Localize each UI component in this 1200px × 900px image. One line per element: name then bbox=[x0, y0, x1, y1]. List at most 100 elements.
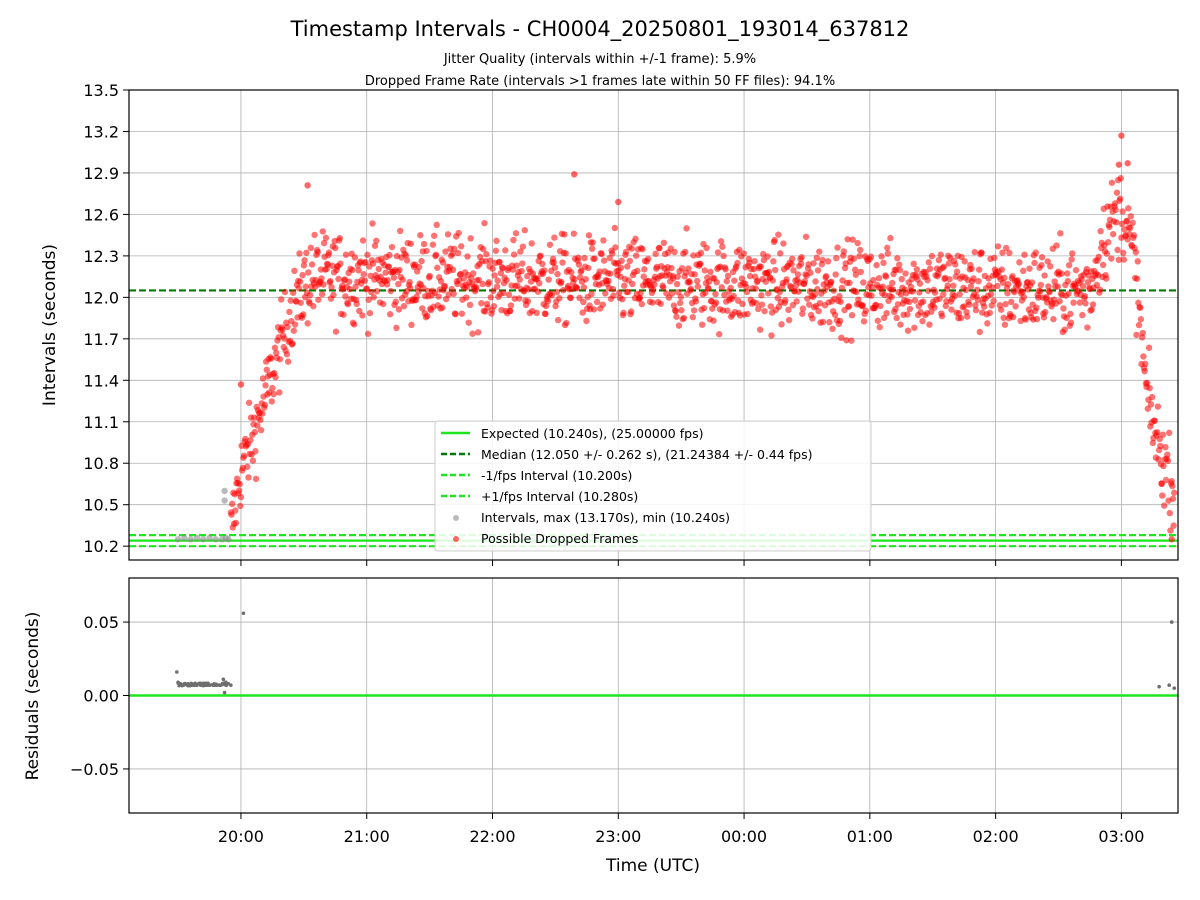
dropped-frame-point bbox=[279, 326, 286, 333]
dropped-frame-point bbox=[507, 302, 515, 309]
dropped-frame-point bbox=[305, 269, 312, 276]
dropped-frame-point bbox=[998, 266, 1005, 273]
dropped-frame-point bbox=[1165, 429, 1173, 437]
dropped-frame-point bbox=[638, 300, 646, 308]
dropped-frame-point bbox=[814, 267, 822, 274]
dropped-frame-point bbox=[828, 278, 835, 286]
dropped-frame-point bbox=[1038, 254, 1046, 261]
dropped-frame-point bbox=[1065, 290, 1072, 297]
dropped-frame-point bbox=[893, 314, 900, 322]
dropped-frame-point bbox=[678, 265, 686, 272]
dropped-frame-point bbox=[580, 284, 588, 291]
dropped-frame-point bbox=[420, 240, 428, 248]
dropped-frame-point bbox=[629, 280, 636, 288]
dropped-frame-point bbox=[677, 299, 684, 307]
dropped-frame-point bbox=[563, 319, 570, 327]
dropped-frame-point bbox=[618, 257, 625, 265]
interval-point bbox=[174, 536, 182, 543]
dropped-frame-point bbox=[637, 289, 644, 297]
dropped-frame-point bbox=[320, 239, 328, 247]
dropped-frame-point bbox=[1137, 316, 1145, 323]
dropped-frame-point bbox=[824, 258, 832, 265]
dropped-frame-point bbox=[395, 306, 403, 313]
dropped-frame-point bbox=[1009, 313, 1017, 321]
dropped-frame-point bbox=[884, 250, 892, 257]
dropped-frame-point bbox=[694, 283, 702, 290]
dropped-frame-point bbox=[694, 277, 701, 285]
dropped-frame-point bbox=[407, 240, 415, 247]
dropped-frame-point bbox=[550, 259, 557, 266]
dropped-frame-point bbox=[567, 294, 574, 302]
dropped-frame-point bbox=[1167, 527, 1174, 534]
dropped-frame-point bbox=[568, 269, 575, 276]
dropped-frame-point bbox=[739, 300, 746, 308]
dropped-frame-point bbox=[342, 293, 349, 300]
dropped-frame-point bbox=[570, 230, 578, 237]
dropped-frame-point bbox=[898, 275, 905, 283]
dropped-frame-point bbox=[340, 311, 347, 318]
dropped-frame-point bbox=[754, 277, 761, 284]
dropped-frame-point bbox=[439, 259, 447, 266]
dropped-frame-point bbox=[1154, 429, 1161, 436]
dropped-frame-point bbox=[1037, 281, 1045, 289]
dropped-frame-point bbox=[335, 275, 342, 283]
dropped-frame-point bbox=[857, 268, 865, 276]
dropped-frame-point bbox=[880, 259, 887, 267]
dropped-frame-point bbox=[1132, 249, 1140, 256]
interval-point bbox=[193, 534, 201, 542]
dropped-frame-point bbox=[329, 262, 336, 269]
dropped-frame-point bbox=[296, 250, 303, 257]
dropped-frame-point bbox=[580, 298, 587, 306]
dropped-frame-point bbox=[262, 382, 269, 389]
dropped-frame-point bbox=[1103, 250, 1111, 257]
interval-point bbox=[212, 536, 219, 543]
dropped-frame-point bbox=[892, 305, 899, 313]
dropped-frame-point bbox=[598, 250, 605, 258]
dropped-frame-point bbox=[634, 267, 641, 275]
dropped-frame-point bbox=[999, 249, 1006, 256]
dropped-frame-point bbox=[1053, 242, 1060, 249]
dropped-frame-point bbox=[687, 285, 695, 293]
legend-swatch-dropped bbox=[453, 536, 459, 542]
dropped-frame-point bbox=[944, 282, 951, 289]
dropped-frame-point bbox=[734, 297, 742, 304]
dropped-frame-point bbox=[609, 250, 616, 257]
dropped-frame-point bbox=[1068, 256, 1075, 263]
dropped-frame-point bbox=[232, 519, 240, 527]
dropped-frame-point bbox=[615, 198, 622, 206]
dropped-frame-point bbox=[807, 269, 814, 276]
intervals-frame bbox=[128, 89, 1179, 561]
dropped-frame-point bbox=[984, 320, 991, 327]
dropped-frame-point bbox=[697, 260, 704, 268]
dropped-frame-point bbox=[1093, 281, 1101, 289]
dropped-frame-point bbox=[785, 316, 793, 324]
dropped-frame-point bbox=[1019, 288, 1026, 295]
dropped-frame-point bbox=[788, 260, 795, 268]
dropped-frame-point bbox=[953, 268, 961, 275]
dropped-frame-point bbox=[925, 259, 932, 266]
dropped-frame-point bbox=[467, 235, 474, 242]
dropped-frame-point bbox=[620, 309, 627, 317]
dropped-frame-point bbox=[245, 474, 252, 481]
dropped-frame-point bbox=[337, 260, 344, 267]
dropped-frame-point bbox=[458, 243, 465, 250]
dropped-frame-point bbox=[896, 261, 903, 268]
dropped-frame-point bbox=[1079, 311, 1086, 319]
dropped-frame-point bbox=[417, 232, 424, 239]
dropped-frame-point bbox=[660, 284, 667, 291]
dropped-frame-point bbox=[237, 493, 245, 501]
dropped-frame-point bbox=[240, 452, 248, 459]
dropped-frame-point bbox=[617, 264, 625, 271]
dropped-frame-point bbox=[515, 295, 523, 302]
dropped-frame-point bbox=[310, 303, 317, 310]
dropped-frame-point bbox=[906, 305, 914, 313]
dropped-frame-point bbox=[867, 253, 875, 260]
dropped-frame-point bbox=[649, 299, 656, 306]
dropped-frame-point bbox=[1108, 255, 1115, 262]
dropped-frame-point bbox=[627, 308, 635, 315]
dropped-frame-point bbox=[678, 307, 685, 314]
dropped-frame-point bbox=[798, 254, 805, 261]
dropped-frame-point bbox=[582, 276, 590, 283]
dropped-frame-point bbox=[823, 273, 830, 280]
dropped-frame-point bbox=[761, 307, 768, 315]
